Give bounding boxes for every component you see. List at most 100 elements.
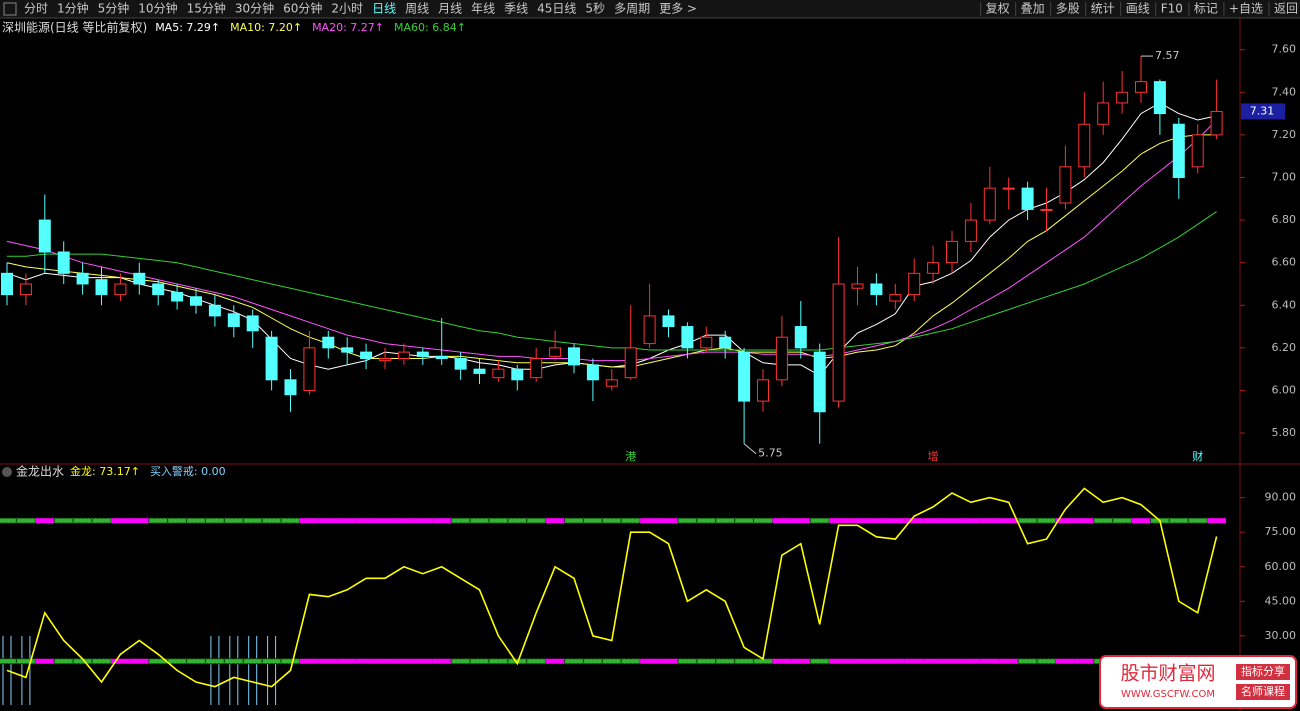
legend-entry: 金龙: 73.17↑ (70, 464, 140, 478)
watermark-url: WWW.GSCFW.COM (1121, 689, 1215, 700)
period-button[interactable]: 分时 (24, 2, 48, 16)
band-segment (186, 658, 206, 665)
band-segment (582, 658, 603, 665)
candle-body (171, 291, 184, 302)
indicator-line (6, 134, 1217, 368)
period-button[interactable]: 5分钟 (98, 1, 130, 16)
band-segment (715, 517, 736, 524)
event-marker[interactable]: 增 (928, 449, 939, 463)
candle-body (1172, 123, 1185, 178)
band-segment (848, 518, 867, 524)
band-segment (148, 517, 169, 524)
tool-button[interactable]: +自选 (1229, 2, 1263, 16)
band-segment (1093, 517, 1114, 524)
tool-button[interactable]: 多股 (1056, 2, 1080, 16)
period-button[interactable]: 30分钟 (235, 1, 274, 16)
candle-body (1078, 123, 1091, 168)
band-segment (1036, 517, 1057, 524)
band-segment (1055, 518, 1075, 524)
band-segment (715, 658, 736, 665)
candle-body (1, 272, 13, 296)
candle-body (322, 336, 335, 349)
y-tick-label: 30.00 (1265, 629, 1297, 642)
tool-button[interactable]: 统计 (1091, 2, 1115, 16)
band-segment (640, 518, 660, 524)
band-segment (866, 658, 886, 664)
period-button[interactable]: 15分钟 (187, 1, 226, 16)
band-segment (866, 518, 886, 524)
band-segment (791, 518, 811, 524)
y-tick-label: 7.40 (1272, 85, 1297, 98)
band-segment (545, 658, 565, 664)
candle-body (1097, 102, 1110, 125)
period-button[interactable]: 年线 (471, 2, 495, 16)
tool-button[interactable]: 画线 (1126, 2, 1150, 16)
period-button[interactable]: 更多 > (659, 2, 697, 16)
tool-button[interactable]: 标记 (1194, 2, 1218, 16)
y-tick-label: 7.20 (1272, 128, 1297, 141)
band-segment (0, 517, 17, 524)
y-tick-label: 75.00 (1265, 525, 1297, 538)
period-button[interactable]: 1分钟 (57, 1, 89, 16)
period-button[interactable]: 多周期 (614, 2, 650, 16)
candle-body (360, 351, 373, 360)
band-segment (469, 658, 490, 665)
candle-body (1002, 187, 1015, 190)
band-segment (394, 518, 414, 524)
period-button[interactable]: 60分钟 (283, 1, 322, 16)
tool-button[interactable]: 返回 (1274, 2, 1298, 16)
candle-body (927, 262, 940, 274)
band-segment (375, 658, 395, 664)
y-tick-label: 6.60 (1272, 256, 1297, 269)
band-segment (942, 658, 962, 664)
band-segment (1017, 517, 1038, 524)
band-segment (923, 658, 943, 664)
band-segment (904, 518, 924, 524)
y-tick-label: 7.00 (1272, 170, 1297, 183)
period-button[interactable]: 2小时 (331, 2, 363, 16)
candle-body (738, 351, 751, 402)
period-button[interactable]: 日线 (372, 2, 396, 16)
period-button[interactable]: 10分钟 (138, 1, 177, 16)
collapse-icon[interactable] (2, 467, 12, 477)
tool-button[interactable]: 叠加 (1021, 2, 1045, 16)
period-button[interactable]: 周线 (405, 2, 429, 16)
band-segment (280, 658, 301, 665)
candle-body (38, 219, 51, 253)
period-button[interactable]: 5秒 (585, 2, 605, 16)
candle-body (152, 283, 165, 296)
period-button[interactable]: 月线 (438, 2, 462, 16)
band-segment (507, 517, 528, 524)
band-segment (734, 658, 755, 665)
period-button[interactable]: 45日线 (537, 2, 576, 16)
band-segment (242, 517, 263, 524)
band-segment (829, 518, 849, 524)
indicator-title: 金龙出水 (16, 464, 64, 479)
band-segment (204, 658, 225, 665)
candle-body (1021, 187, 1034, 210)
band-segment (280, 517, 301, 524)
watermark-tag: 名师课程 (1241, 684, 1285, 698)
event-marker[interactable]: 港 (625, 450, 636, 463)
toolbar (0, 0, 1300, 18)
tool-button[interactable]: F10 (1161, 2, 1183, 16)
band-segment (261, 658, 282, 665)
band-segment (450, 517, 471, 524)
band-segment (1036, 658, 1057, 665)
band-segment (223, 517, 244, 524)
band-segment (337, 518, 357, 524)
period-button[interactable]: 季线 (504, 2, 528, 16)
band-segment (659, 658, 678, 664)
event-marker[interactable]: 财 (1192, 449, 1203, 463)
band-segment (91, 517, 112, 524)
watermark-title: 股市财富网 (1120, 663, 1215, 685)
band-segment (129, 518, 149, 524)
band-segment (223, 658, 244, 665)
band-segment (564, 517, 584, 524)
tool-button[interactable]: 复权 (986, 2, 1010, 16)
band-segment (35, 658, 55, 664)
chart-title: 深圳能源(日线 等比前复权) (2, 20, 147, 35)
band-segment (999, 518, 1019, 524)
candle-body (397, 351, 410, 360)
band-segment (564, 658, 584, 665)
